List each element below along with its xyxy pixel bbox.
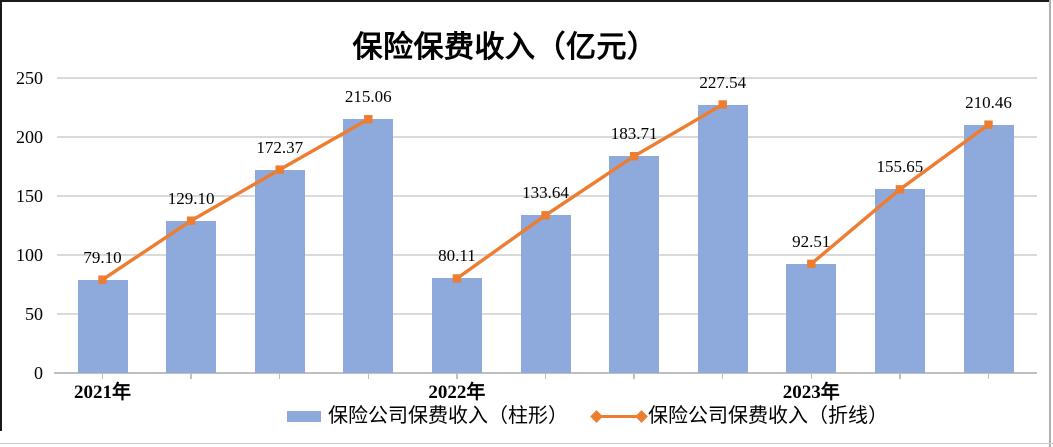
data-label: 172.37 [256,137,304,157]
data-label: 155.65 [876,157,924,177]
data-label: 215.06 [344,87,392,107]
gridline [57,195,1037,197]
bar [520,215,571,373]
line-marker [718,100,727,109]
line-marker [895,185,905,194]
data-label: 210.46 [965,92,1012,112]
data-label: 92.51 [792,231,831,251]
x-axis-tick [544,373,547,379]
bar [609,156,660,373]
plot-area: 0 50 100 150 200 250 2021年 2022年 2023年 79.10 129.1… [16,68,1037,403]
x-axis-tick [721,373,724,379]
line-marker [98,275,107,284]
trend-line-segment [455,103,724,280]
x-axis-tick [456,373,458,379]
bar [697,104,748,373]
x-axis-label: 2023年 [782,382,840,403]
line-marker [807,259,816,269]
bar-series-legend-label: 保险公司保费收入（柱形） [328,405,568,427]
x-axis-tick [278,373,281,379]
bar [963,124,1014,373]
chart-border-left [0,0,2,431]
bar [343,119,394,373]
data-label: 133.64 [522,183,569,203]
gridline [57,136,1037,138]
line-marker [275,165,284,174]
bar [254,169,305,373]
bar [431,278,482,373]
legend-item-line-series: 保险公司保费收入（折线） [590,403,888,429]
y-axis-label: 100 [16,245,43,265]
chart-title: 保险保费收入（亿元） [352,31,658,64]
line-marker [186,216,196,225]
x-axis-tick [367,373,370,379]
chart-border-bottom [0,442,1053,444]
line-marker [452,274,462,283]
bar [786,263,837,373]
bar [874,189,925,373]
line-series-legend-label: 保险公司保费收入（折线） [648,405,888,427]
y-axis-label: 250 [16,68,43,88]
data-label: 183.71 [610,124,658,144]
line-series [98,100,993,284]
line-marker [984,120,993,129]
bar [77,279,128,373]
line-marker [629,152,639,161]
line-marker [364,115,373,124]
gridline [57,77,1037,79]
y-axis-label: 200 [16,127,43,147]
y-axis-label: 0 [34,363,43,383]
x-axis-tick [810,373,813,379]
chart-border-top [0,0,1051,2]
chart-border-right [1049,0,1051,447]
trend-line-segment [101,117,370,282]
y-axis-label: 50 [25,304,43,324]
data-label: 80.11 [438,246,476,266]
data-label: 79.10 [83,247,122,267]
x-axis-label: 2022年 [428,382,486,403]
line-series-swatch-icon [590,409,648,423]
legend-item-bar-series: 保险公司保费收入（柱形） [287,403,568,429]
data-label: 129.10 [167,188,215,208]
bar-series-swatch-icon [287,410,321,422]
x-axis-tick [633,373,635,379]
y-axis-label: 150 [16,186,43,206]
line-marker [541,211,550,220]
data-label: 227.54 [699,72,747,92]
bar [166,220,217,373]
x-axis-tick [190,373,192,379]
x-axis-tick [899,373,901,379]
x-axis-label: 2021年 [73,382,131,403]
x-axis-tick [987,373,990,379]
x-axis-tick [101,373,104,379]
